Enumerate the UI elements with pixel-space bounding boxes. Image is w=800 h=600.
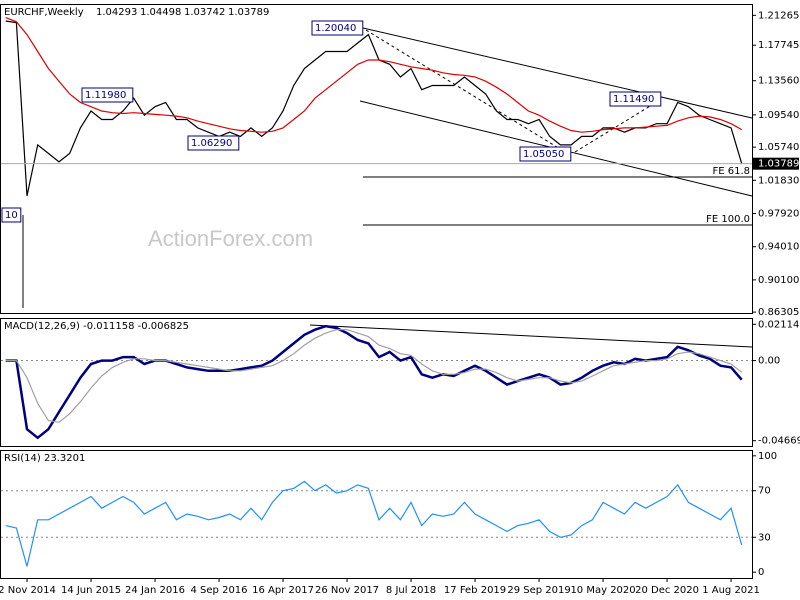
annotation-box [81, 87, 134, 103]
y-tick-label: 0.90100 [758, 275, 799, 286]
y-tick-label: -0.046699 [758, 436, 800, 447]
panel-title: EURCHF,Weekly [4, 7, 84, 18]
x-tick-label: 16 Apr 2017 [252, 585, 314, 596]
panel-title: RSI(14) 23.3201 [4, 453, 85, 464]
ohlc-value: 1.03789 [228, 7, 269, 18]
macd-trendline [309, 324, 753, 348]
fe-label: FE 61.8 [712, 166, 750, 177]
x-tick-label: 1 Aug 2021 [702, 585, 760, 596]
watermark: ActionForex.com [148, 226, 313, 251]
x-tick-label: 24 Jan 2016 [125, 585, 185, 596]
last-price-label: 1.03789 [758, 159, 799, 170]
y-tick-label: 1.17745 [758, 40, 799, 51]
y-tick-label: 70 [758, 486, 771, 497]
ohlc-value: 1.04498 [140, 7, 181, 18]
x-tick-label: 26 Nov 2017 [315, 585, 379, 596]
y-tick-label: 100 [758, 451, 777, 462]
y-tick-label: 1.13560 [758, 76, 799, 87]
x-tick-label: 10 May 2020 [570, 585, 635, 596]
series-line [5, 329, 743, 423]
annotation: 1.11980 [85, 90, 126, 101]
annotation: 1.11490 [613, 94, 654, 105]
y-tick-label: 0 [758, 567, 764, 578]
price-panel [0, 4, 753, 314]
annotation: 1.05050 [523, 149, 564, 160]
series-line [5, 480, 743, 567]
y-tick-label: 0.94010 [758, 242, 799, 253]
x-tick-label: 14 Jun 2015 [61, 585, 121, 596]
annotation-box [311, 20, 364, 36]
projection-line [365, 29, 566, 153]
x-tick-label: 29 Sep 2019 [507, 585, 570, 596]
annotation: 10 [5, 210, 18, 221]
annotation-box [1, 207, 22, 223]
x-tick-label: 8 Jul 2018 [386, 585, 436, 596]
annotation-box [609, 91, 662, 107]
y-tick-label: 1.09540 [758, 110, 799, 121]
y-tick-label: 0.021146 [758, 319, 800, 330]
y-tick-label: 1.21265 [758, 10, 799, 21]
annotation-box [187, 135, 240, 151]
y-tick-label: 0.97920 [758, 209, 799, 220]
series-line [5, 17, 742, 133]
projection-line [574, 99, 661, 153]
panel-title: MACD(12,26,9) -0.011158 -0.006825 [4, 321, 189, 332]
x-tick-label: 2 Nov 2014 [0, 585, 56, 596]
y-tick-label: 0.00 [758, 356, 780, 367]
y-tick-label: 1.05740 [758, 142, 799, 153]
annotation: 1.06290 [191, 138, 232, 149]
ohlc-value: 1.04293 [96, 7, 137, 18]
x-tick-label: 17 Feb 2019 [444, 585, 506, 596]
x-tick-label: 4 Sep 2016 [191, 585, 248, 596]
annotation-box [519, 146, 572, 162]
series-line [5, 324, 743, 440]
ohlc-value: 1.03742 [184, 7, 225, 18]
macd-panel [0, 318, 753, 447]
fe-label: FE 100.0 [706, 214, 750, 225]
channel-upper [362, 27, 753, 119]
rsi-panel [0, 450, 753, 579]
series-line [5, 20, 743, 197]
y-tick-label: 0.86305 [758, 307, 799, 318]
last-price-box [753, 157, 799, 170]
x-tick-label: 20 Dec 2020 [635, 585, 699, 596]
y-tick-label: 30 [758, 532, 771, 543]
y-tick-label: 1.01830 [758, 175, 799, 186]
annotation: 1.20040 [315, 23, 356, 34]
